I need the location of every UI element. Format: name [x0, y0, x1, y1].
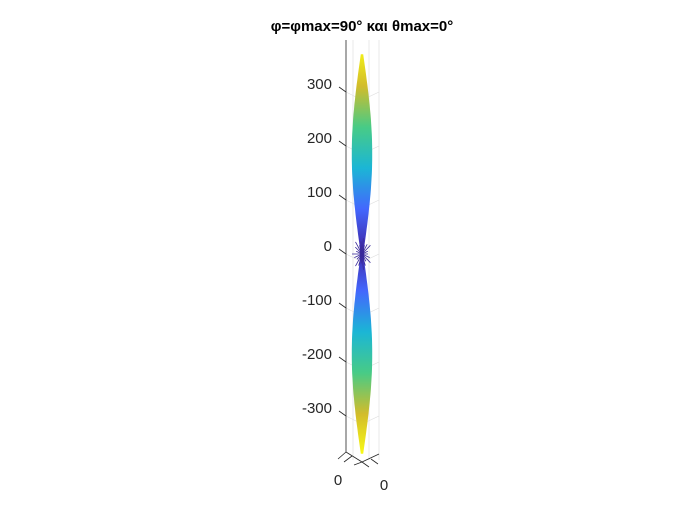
center-spike	[358, 253, 363, 266]
z-tick-mark	[338, 86, 347, 93]
grid-z-right-3	[361, 253, 380, 263]
center-spike	[355, 253, 363, 267]
z-tick-label: -100	[302, 292, 332, 309]
center-spike	[361, 245, 371, 255]
z-tick-mark	[338, 356, 347, 363]
center-spike	[361, 253, 370, 258]
z-axis-ticks: 300 200 100 0 -100 -200 -300	[302, 76, 347, 417]
center-spike	[354, 253, 363, 258]
z-tick-label: -300	[302, 400, 332, 417]
center-spike	[356, 253, 363, 260]
y-tick-label: 0	[380, 477, 388, 494]
base-tick-3	[361, 461, 370, 468]
base-tick-1	[343, 455, 353, 463]
z-tick-label: 100	[307, 184, 332, 201]
center-spike	[361, 244, 368, 255]
z-tick-label: -200	[302, 346, 332, 363]
x-tick-label: 0	[334, 472, 342, 489]
z-tick-mark	[338, 302, 347, 309]
base-tick-4	[370, 458, 379, 465]
base-tick-2	[353, 461, 363, 466]
x-axis-line	[345, 451, 363, 463]
y-axis-line	[361, 453, 380, 463]
z-tick-label: 200	[307, 130, 332, 147]
grid-z-left-3	[345, 253, 363, 263]
chart-title: φ=φmax=90° και θmax=0°	[271, 18, 454, 35]
z-tick-label: 300	[307, 76, 332, 93]
base-tick-0	[337, 451, 347, 460]
center-spike	[361, 253, 364, 270]
center-spike	[361, 238, 364, 255]
z-tick-mark	[338, 194, 347, 201]
center-spike	[355, 246, 363, 255]
center-spike	[361, 253, 371, 263]
center-spike	[355, 241, 363, 255]
center-null-region	[352, 238, 371, 270]
center-spike	[361, 250, 368, 255]
axes-box	[337, 40, 380, 468]
z-tick-mark	[338, 140, 347, 147]
z-tick-mark	[338, 248, 347, 255]
z-tick-label: 0	[324, 238, 332, 255]
z-tick-mark	[338, 410, 347, 417]
